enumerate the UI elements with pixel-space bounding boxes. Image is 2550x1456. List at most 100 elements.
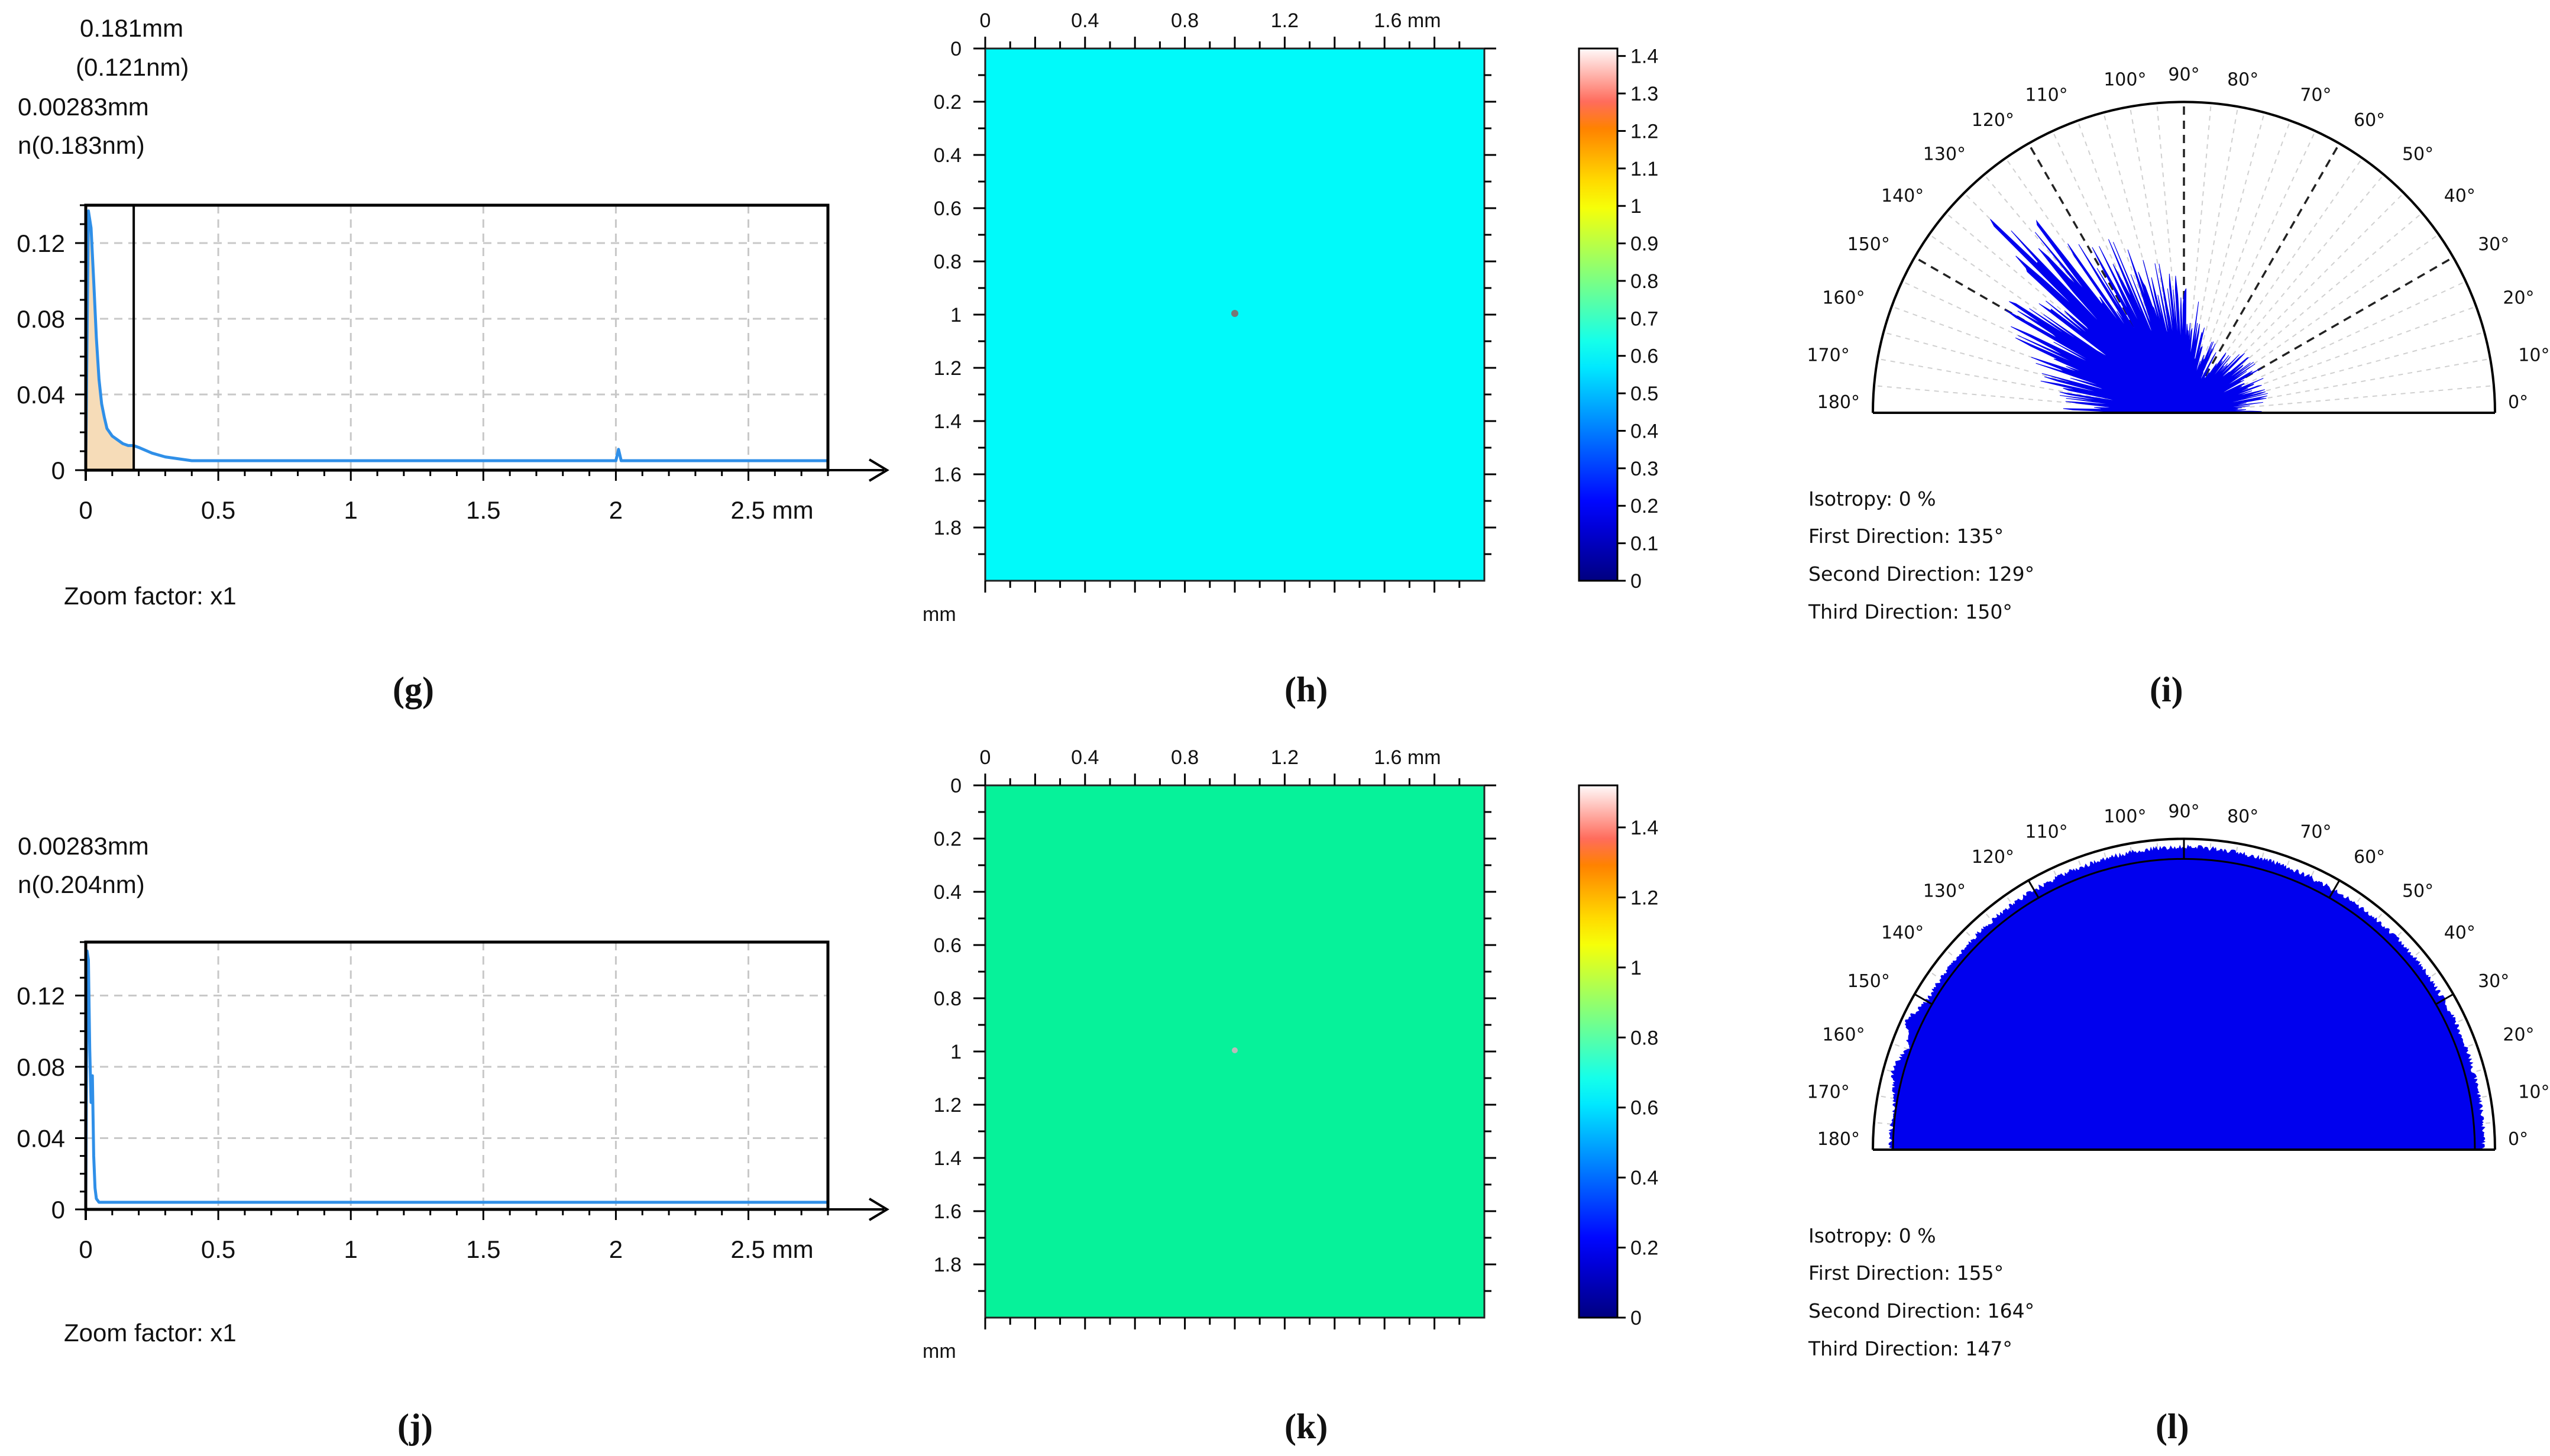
outer-arc [1872,101,2496,413]
colorbar [1578,47,1619,582]
colorbar-tick-label: 1.4 [1630,46,1658,68]
angle-label: 180° [1817,392,1860,413]
x-tick-label: 1.5 [466,496,500,524]
angle-label: 180° [1817,1129,1860,1150]
y-tick-label: 0 [51,1196,65,1224]
angle-label: 40° [2444,186,2475,206]
map-y-tick-label: 1 [950,304,962,326]
plot-frame [84,203,830,472]
angle-label: 170° [1807,1082,1849,1102]
angle-label: 20° [2503,288,2534,309]
angle-label: 110° [2025,822,2067,843]
x-tick-label: 1 [344,496,358,524]
angle-label: 90° [2168,64,2199,85]
y-tick-labels: 0 0.04 0.08 0.12 [17,229,65,484]
stat-second-direction: Second Direction: 129° [1808,562,2034,585]
plot-frame [84,940,830,1211]
panel-g-profile-chart: 0.181mm (0.121nm) 0.00283mm n(0.183nm) 0… [17,14,889,709]
rose-shape [1990,219,2268,413]
map-unit-label: mm [923,1340,956,1363]
map-y-tick-label: 0.8 [934,251,962,273]
map-unit-label: mm [923,603,956,626]
angle-label: 120° [1972,110,2014,131]
stat-isotropy: Isotropy: 0 % [1808,1224,1936,1247]
gridlines [86,205,828,470]
map-x-tick-label: 0 [980,9,991,32]
map-x-tick-label: 1.6 mm [1374,9,1441,32]
stat-isotropy: Isotropy: 0 % [1808,487,1936,510]
x-tick-labels: 0 0.5 1 1.5 2 2.5 mm [79,496,813,524]
map-y-tick-label: 1.4 [934,410,962,433]
colorbar-tick-label: 0.4 [1630,1167,1658,1189]
x-tick-label: 2 [609,1235,623,1263]
map-y-tick-label: 0.4 [934,881,962,904]
colorbar-tick-label: 0.1 [1630,533,1658,555]
angle-label: 60° [2354,847,2385,868]
colorbar-tick-label: 0 [1630,570,1642,593]
colorbar-tick-label: 0.6 [1630,1097,1658,1119]
angle-label: 10° [2518,345,2549,365]
colorbar-tick-label: 0.6 [1630,345,1658,368]
colorbar-tick-label: 1.1 [1630,158,1658,180]
angle-label: 130° [1923,881,1966,901]
x-axis-arrow [868,1198,889,1221]
map-x-tick-label: 1.2 [1271,746,1299,769]
arc-tick [1914,993,1933,1005]
map-y-tick-label: 0.4 [934,144,962,167]
rose-shape [1888,845,2486,1150]
map-y-tick-label: 1.6 [934,1201,962,1223]
map-y-tick-label: 0 [950,775,962,797]
angle-label: 0° [2508,392,2528,413]
angle-label: 110° [2025,85,2067,106]
map-y-tick-label: 1.8 [934,1254,962,1276]
colorbar-tick-label: 1.3 [1630,83,1658,105]
map-y-axis: 0 0.2 0.4 0.6 0.8 1 1.2 1.4 1.6 1.8 [934,38,1496,555]
angle-label: 30° [2478,234,2509,255]
y-tick-label: 0.08 [17,1053,65,1081]
angle-label: 60° [2354,110,2385,131]
colorbar-tick-label: 0.3 [1630,458,1658,480]
colorbar-tick-labels: 1.4 1.3 1.2 1.1 1 0.9 0.8 0.7 0.6 0.5 0.4 0.3 0.2 0.1… [1617,46,1658,593]
map-y-axis: 0 0.2 0.4 0.6 0.8 1 1.2 1.4 1.6 1.8 [934,775,1496,1292]
gridlines [86,942,828,1209]
panel-l-polar-rose: 0° 10° 20° 30° 40° 50° 60° 70° 80° 90° 100° 110° 120… [1807,801,2549,1446]
map-x-tick-label: 0.8 [1171,746,1199,769]
angle-label: 100° [2104,807,2146,827]
x-tick-label: 0 [79,496,92,524]
arc-tick [2027,879,2040,898]
colorbar-tick-label: 0.9 [1630,233,1658,255]
map-y-tick-label: 1.2 [934,1094,962,1117]
colorbar-tick-label: 0.2 [1630,1237,1658,1260]
x-tick-label: 0.5 [201,496,235,524]
isotropy-stats: Isotropy: 0 % First Direction: 155° Seco… [1808,1224,2034,1360]
colorbar-tick-label: 1.2 [1630,886,1658,909]
annotation-cursor-distance: 0.00283mm [18,93,149,121]
caption-i: (i) [2150,670,2183,709]
colorbar-tick-label: 0.2 [1630,495,1658,517]
x-axis-arrow [868,458,889,482]
map-x-tick-label: 0 [980,746,991,769]
arc-tick [2435,993,2454,1005]
colorbar [1578,784,1619,1319]
map-center-point [1231,310,1238,317]
map-y-tick-label: 0.6 [934,198,962,220]
rose-plot: 0° 10° 20° 30° 40° 50° 60° 70° 80° 90° 100° 110° 120… [1807,801,2549,1151]
x-tick-label: 0.5 [201,1235,235,1263]
direction-line [2183,143,2341,413]
colorbar-tick-label: 1 [1630,195,1642,218]
angle-label: 0° [2508,1129,2528,1150]
map-x-tick-label: 0.8 [1171,9,1199,32]
caption-j: (j) [397,1407,433,1446]
angle-label: 80° [2227,807,2258,827]
y-tick-label: 0.08 [17,305,65,333]
y-tick-label: 0.12 [17,982,65,1010]
y-tick-label: 0.04 [17,1124,65,1152]
caption-g: (g) [393,670,434,709]
panel-i-polar-rose: 0° 10° 20° 30° 40° 50° 60° 70° 80° 90° 100° 110° 120… [1807,64,2549,709]
map-x-tick-label: 0.4 [1071,746,1099,769]
map-y-tick-label: 1 [950,1041,962,1063]
panel-h-height-map: 0 0.4 0.8 1.2 1.6 mm 0 0.2 0.4 0.6 0.8 1 1.2 1.4 1.6… [923,9,1658,709]
angle-label: 90° [2168,801,2199,822]
angle-label: 120° [1972,847,2014,868]
